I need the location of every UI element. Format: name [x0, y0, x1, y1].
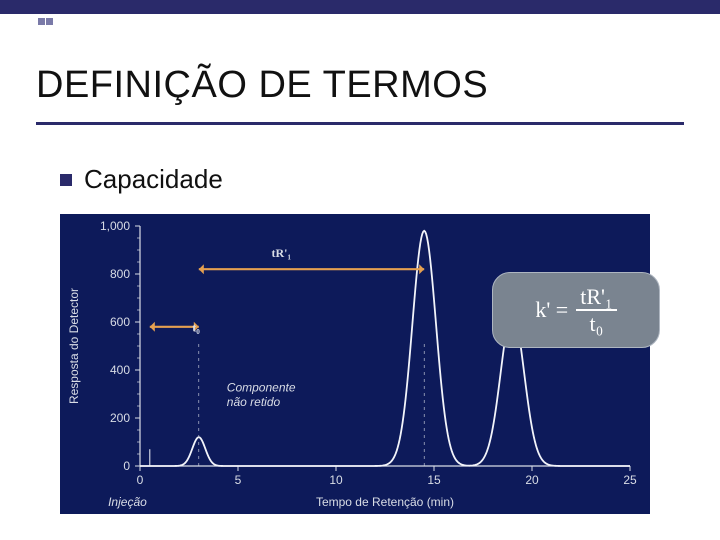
bullet-square-icon: [60, 174, 72, 186]
chromatogram-chart: 0 200 400 600 800 1,000 0 5 10 15 20 25 Tempo de Ret…: [60, 214, 650, 514]
formula-denominator: t₀: [590, 311, 604, 335]
svg-text:Resposta do Detector: Resposta do Detector: [67, 288, 81, 404]
svg-text:10: 10: [329, 473, 343, 487]
capacity-formula: k' = tR'₁ t₀: [492, 272, 660, 348]
formula-lhs: k' =: [535, 297, 568, 323]
svg-text:20: 20: [525, 473, 539, 487]
chart-svg: 0 200 400 600 800 1,000 0 5 10 15 20 25 Tempo de Ret…: [60, 214, 650, 514]
svg-text:25: 25: [623, 473, 637, 487]
bullet-text: Capacidade: [84, 164, 223, 195]
page-title: DEFINIÇÃO DE TERMOS: [36, 64, 488, 107]
svg-text:200: 200: [110, 411, 130, 425]
svg-text:400: 400: [110, 363, 130, 377]
accent-squares: [38, 18, 53, 25]
formula-fraction: tR'₁ t₀: [576, 285, 616, 335]
svg-text:1,000: 1,000: [100, 219, 130, 233]
svg-text:600: 600: [110, 315, 130, 329]
svg-text:0: 0: [123, 459, 130, 473]
svg-text:5: 5: [235, 473, 242, 487]
svg-text:não retido: não retido: [227, 395, 281, 409]
svg-text:Injeção: Injeção: [108, 495, 147, 509]
svg-text:t₀: t₀: [192, 321, 200, 335]
svg-text:Componente: Componente: [227, 381, 296, 395]
slide: DEFINIÇÃO DE TERMOS Capacidade 020040060…: [0, 0, 720, 540]
svg-text:800: 800: [110, 267, 130, 281]
formula-numerator: tR'₁: [576, 285, 616, 311]
svg-text:0: 0: [137, 473, 144, 487]
title-underline: [36, 122, 684, 125]
svg-text:15: 15: [427, 473, 441, 487]
svg-text:tR'₁: tR'₁: [272, 246, 292, 260]
svg-text:Tempo de Retenção (min): Tempo de Retenção (min): [316, 495, 454, 509]
bullet-row: Capacidade: [60, 164, 223, 195]
